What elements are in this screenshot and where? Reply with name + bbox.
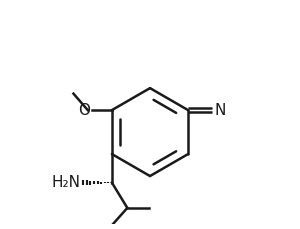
Text: O: O bbox=[78, 103, 90, 118]
Text: N: N bbox=[215, 103, 226, 118]
Text: H₂N: H₂N bbox=[51, 175, 80, 190]
